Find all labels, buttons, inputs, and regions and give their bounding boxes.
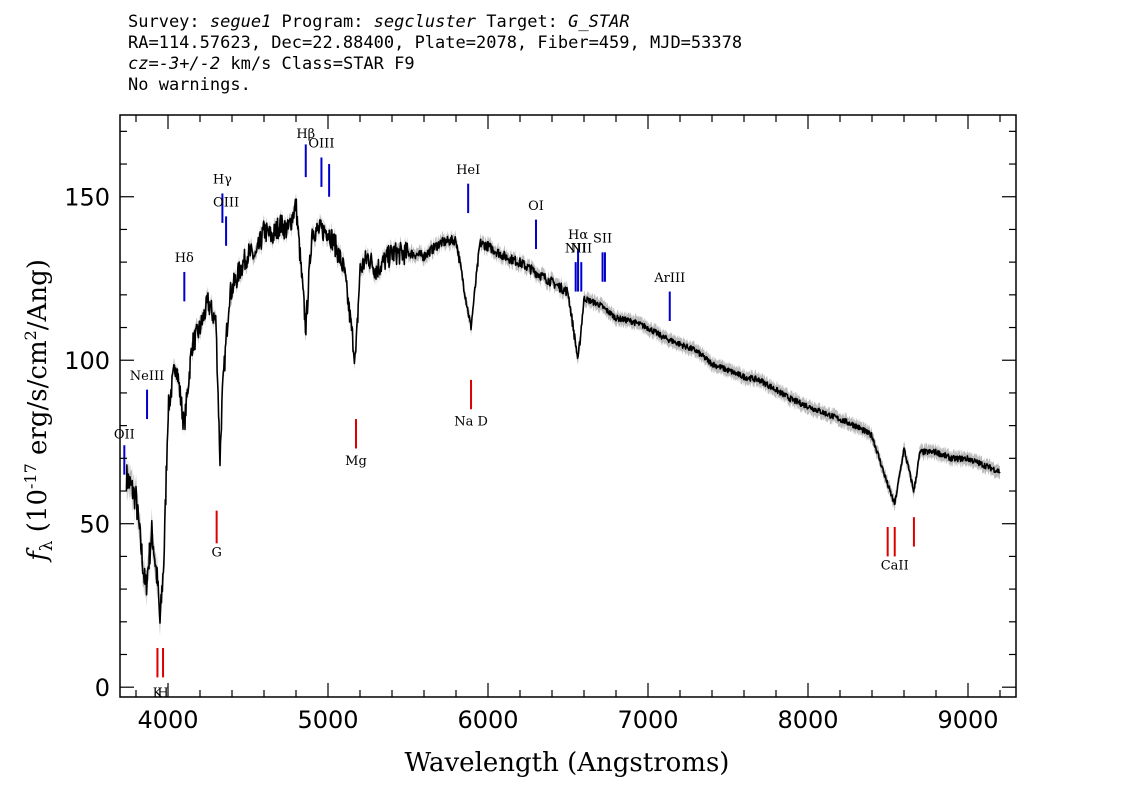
- line-label-NII-10: NII: [565, 241, 587, 256]
- line-label-Hβ-5: Hβ: [296, 127, 315, 142]
- line-label-G-18: G: [211, 545, 221, 560]
- x-axis-title: Wavelength (Angstroms): [405, 748, 730, 778]
- line-label-CaII-22: CaII: [881, 558, 909, 573]
- flux-error-band: [126, 192, 1000, 637]
- y-title-sub: λ: [37, 540, 57, 551]
- target-label: Target:: [476, 12, 569, 32]
- line-label-Hδ-2: Hδ: [175, 251, 194, 266]
- line-label-HeI-8: HeI: [456, 163, 480, 178]
- line-label-Hα-11: Hα: [568, 228, 588, 243]
- y-title-exp1: -17: [21, 463, 40, 489]
- class-text: km/s Class=STAR F9: [220, 54, 415, 74]
- y-title-open: (10: [23, 489, 53, 541]
- line-label-ArIII-15: ArIII: [653, 271, 685, 286]
- x-tick-label-6000: 6000: [457, 706, 518, 734]
- x-tick-label-5000: 5000: [297, 706, 358, 734]
- y-tick-label-0: 0: [95, 674, 110, 702]
- program-value: segcluster: [373, 12, 477, 32]
- header-line-survey: Survey: segue1 Program: segcluster Targe…: [128, 12, 742, 33]
- tick-layer: 4000 5000 6000 7000 8000 9000 0 50 100 150: [64, 115, 1016, 734]
- x-tick-label-7000: 7000: [617, 706, 678, 734]
- y-title-close: /Ang): [23, 259, 53, 330]
- survey-value: segue1: [209, 12, 272, 32]
- line-label-H-17: H: [157, 686, 168, 701]
- error-band-layer: [126, 192, 1000, 637]
- flux-spectrum-line: [125, 198, 1001, 624]
- cz-label: cz=: [128, 54, 159, 74]
- x-tick-label-9000: 9000: [937, 706, 998, 734]
- survey-label: Survey:: [128, 12, 210, 32]
- cz-value: -3+/-2: [158, 54, 221, 74]
- spectrum-layer: [125, 198, 1001, 624]
- header-line-redshift: cz=-3+/-2 km/s Class=STAR F9: [128, 54, 742, 75]
- spectral-lines-layer: OIINeIIIHδHγOIIIHβOIIIHeIOINIIHαNIISIIAr…: [114, 127, 915, 701]
- y-tick-label-150: 150: [64, 184, 110, 212]
- y-title-mid: erg/s/cm: [23, 340, 53, 463]
- spectrum-header: Survey: segue1 Program: segcluster Targe…: [128, 12, 742, 96]
- plot-frame-layer: [119, 114, 1017, 698]
- line-label-Mg-19: Mg: [345, 454, 367, 469]
- y-tick-label-50: 50: [79, 511, 110, 539]
- program-label: Program:: [271, 12, 374, 32]
- line-label-NeIII-1: NeIII: [130, 369, 164, 384]
- line-label-OII-0: OII: [114, 428, 135, 443]
- line-label-OIII-4: OIII: [213, 196, 239, 211]
- y-tick-label-100: 100: [64, 347, 110, 375]
- line-label-Na-D-20: Na D: [454, 415, 488, 430]
- target-value: G_STAR: [568, 12, 630, 32]
- line-label-SII-13: SII: [593, 232, 612, 247]
- line-label-Hγ-3: Hγ: [213, 173, 232, 188]
- line-label-K-16: K: [153, 686, 163, 701]
- line-label-OIII-6: OIII: [308, 137, 334, 152]
- y-title-exp2: 2: [21, 330, 40, 340]
- line-label-NII-12: NII: [570, 241, 592, 256]
- header-line-coords: RA=114.57623, Dec=22.88400, Plate=2078, …: [128, 33, 743, 53]
- header-line-warnings: No warnings.: [128, 75, 251, 95]
- y-axis-title: fλ (10-17 erg/s/cm2/Ang): [21, 259, 57, 563]
- plot-frame: [119, 114, 1017, 698]
- x-tick-label-8000: 8000: [777, 706, 838, 734]
- x-tick-label-4000: 4000: [137, 706, 198, 734]
- line-label-OI-9: OI: [528, 199, 544, 214]
